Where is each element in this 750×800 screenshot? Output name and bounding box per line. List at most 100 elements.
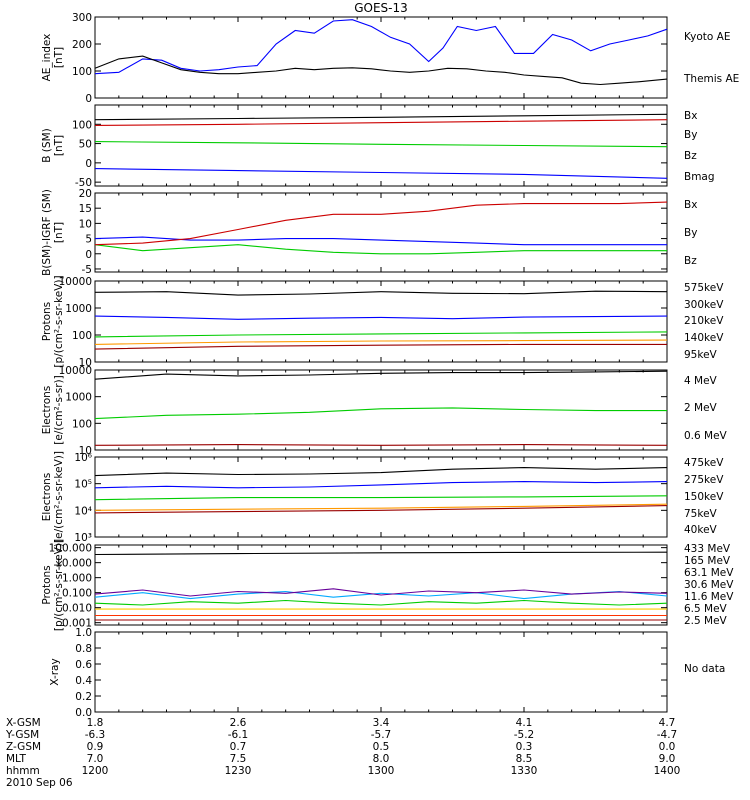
series-line-electrons-mev-2 (94, 370, 668, 380)
x-axis-row-value: 1200 (82, 765, 109, 777)
x-axis-row-value: -5.7 (371, 729, 392, 741)
y-tick-label: 0 (85, 93, 92, 105)
series-line-b-1 (94, 141, 668, 148)
series-line-protons-1 (94, 339, 668, 345)
x-axis-row-value: 0.0 (659, 741, 676, 753)
legend-entry: Bmag (684, 171, 715, 183)
y-tick-label: 10⁶ (74, 452, 92, 464)
y-axis-label: Protons (41, 302, 53, 341)
x-axis-row-value: 0.7 (230, 741, 247, 753)
y-tick-label: 300 (72, 12, 92, 24)
legend-entry: 30.6 MeV (684, 579, 734, 591)
series-line-electrons-kev-1 (94, 503, 668, 511)
y-tick-label: 10 (79, 445, 92, 457)
y-tick-label: 50 (79, 139, 92, 151)
y-axis-label: Electrons (41, 473, 53, 522)
x-axis-row-label: Y-GSM (5, 729, 39, 741)
y-tick-label: 10 (79, 357, 92, 369)
y-tick-label: 0.010 (62, 603, 92, 615)
y-axis-label: [e/(cm²-s-sr-keV)] (53, 451, 65, 543)
legend-entry: By (684, 227, 697, 239)
legend-entry: 0.6 MeV (684, 430, 728, 442)
y-tick-label: 10⁵ (74, 479, 92, 491)
y-tick-label: 10000 (59, 276, 92, 288)
legend-entry: 2 MeV (684, 402, 718, 414)
x-axis-row-label: Z-GSM (6, 741, 41, 753)
series-line-b-3 (94, 113, 668, 121)
legend-entry: 63.1 MeV (684, 567, 734, 579)
legend-entry: 4 MeV (684, 375, 718, 387)
y-tick-label: 0.2 (75, 691, 92, 703)
y-tick-label: -5 (82, 264, 92, 276)
legend-entry: 150keV (684, 491, 724, 503)
legend-entry: Bx (684, 199, 697, 211)
y-axis-label: [p/(cm²-s-sr-keV)] (53, 275, 65, 367)
series-line-protons-mev-5 (94, 588, 668, 597)
y-tick-label: 0 (85, 249, 92, 261)
series-line-protons-2 (94, 331, 668, 338)
legend-entry: Kyoto AE (684, 31, 730, 43)
series-line-ae-0 (94, 19, 668, 75)
y-tick-label: 1.000 (62, 573, 92, 585)
series-line-protons-4 (94, 290, 668, 296)
x-axis-row-value: -5.2 (514, 729, 535, 741)
y-axis-label: [nT] (53, 47, 65, 68)
series-line-b-0 (94, 168, 668, 179)
y-tick-label: 100 (72, 66, 92, 78)
x-axis-row-value: -6.1 (228, 729, 249, 741)
x-axis-row-value: 1400 (654, 765, 681, 777)
y-axis-label: [nT] (53, 222, 65, 243)
series-line-electrons-kev-4 (94, 467, 668, 477)
series-line-electrons-kev-2 (94, 495, 668, 501)
x-axis-row-value: 0.9 (87, 741, 104, 753)
y-tick-label: 10000 (59, 365, 92, 377)
y-tick-label: 0 (85, 158, 92, 170)
y-axis-label: [nT] (53, 135, 65, 156)
chart-title: GOES-13 (354, 1, 408, 15)
legend-entry: 75keV (684, 508, 718, 520)
legend-entry: 575keV (684, 282, 724, 294)
series-line-protons-0 (94, 343, 667, 350)
y-tick-label: 5 (85, 234, 92, 246)
x-axis-row-value: 3.4 (373, 717, 390, 729)
legend-entry: 40keV (684, 524, 718, 536)
panel-frame-protons-mev (94, 544, 668, 626)
y-tick-label: 100 (72, 418, 92, 430)
y-tick-label: 0.6 (75, 659, 92, 671)
y-axis-label: [e/(cm²-s-sr)] (53, 375, 65, 444)
legend-entry: 95keV (684, 349, 718, 361)
y-axis-label: [p/(cm²-s-sr-keV)] (53, 539, 65, 631)
x-axis-row-value: 7.0 (87, 753, 104, 765)
legend-entry: 433 MeV (684, 543, 731, 555)
x-axis-row-value: 0.3 (516, 741, 533, 753)
series-line-b-2 (94, 119, 668, 126)
x-axis-row-value: -4.7 (657, 729, 678, 741)
y-tick-label: 200 (72, 39, 92, 51)
x-axis-row-value: 1.8 (87, 717, 104, 729)
y-tick-label: 20 (79, 188, 92, 200)
x-axis-row-label: MLT (6, 753, 26, 765)
legend-entry: By (684, 129, 697, 141)
y-tick-label: 1000 (65, 303, 92, 315)
legend-entry: 11.6 MeV (684, 591, 734, 603)
legend-entry: 275keV (684, 474, 724, 486)
y-tick-label: 1000 (65, 392, 92, 404)
series-line-protons-mev-6 (94, 551, 668, 556)
panel-frame-protons (94, 280, 668, 363)
y-tick-label: 100.000 (49, 543, 92, 555)
legend-entry: 475keV (684, 457, 724, 469)
y-tick-label: 10.000 (55, 558, 92, 570)
x-axis-row-value: 4.7 (659, 717, 676, 729)
series-line-protons-mev-3 (94, 599, 668, 606)
series-line-bdiff-1 (94, 244, 667, 255)
y-tick-label: 100 (72, 330, 92, 342)
x-axis-row-value: 2.6 (230, 717, 247, 729)
y-axis-label: X-ray (49, 658, 61, 685)
series-line-bdiff-0 (94, 236, 667, 246)
y-tick-label: -50 (75, 177, 92, 189)
x-axis-row-value: 9.0 (659, 753, 676, 765)
y-tick-label: 100 (72, 119, 92, 131)
y-tick-label: 10 (79, 218, 92, 230)
